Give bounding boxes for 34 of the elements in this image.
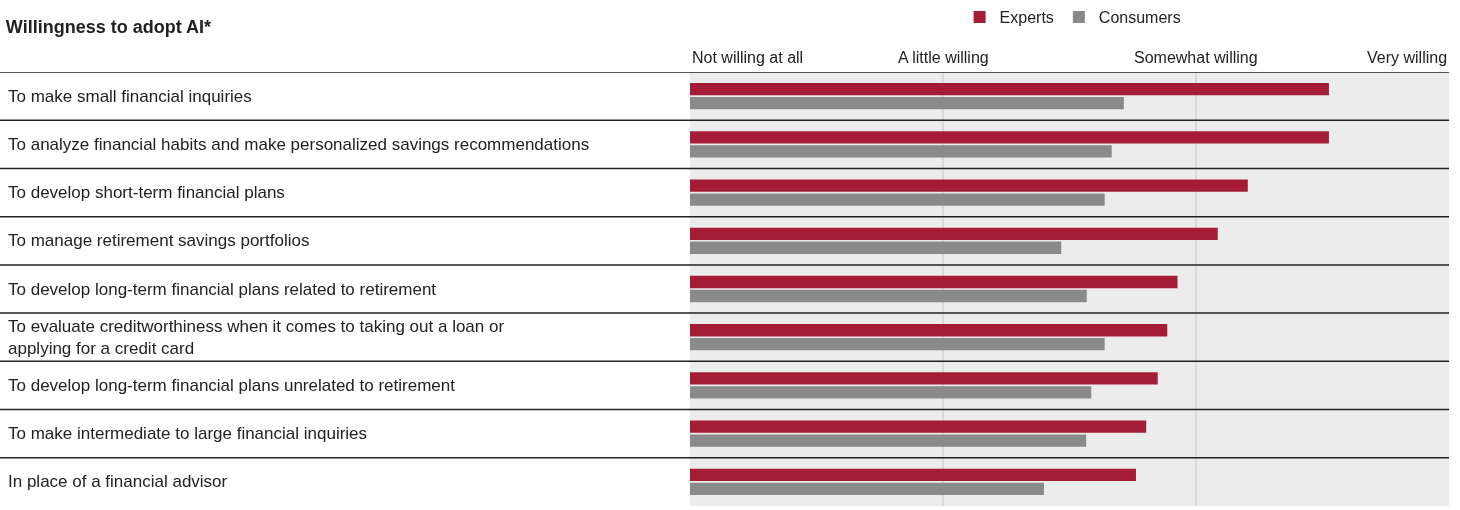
text: Willingness to adopt AI* [5,17,212,37]
text: Somewhat willing [1134,49,1258,66]
legend-label: Experts [999,9,1054,27]
bar [690,338,1105,351]
bar [690,145,1112,158]
y-tick-label: To make intermediate to large financial inquiries [8,424,368,443]
text: Not willing at all [692,49,804,66]
bar [690,131,1329,144]
y-tick-label: To evaluate creditworthiness when it comes to taking out a loan or applying for a credit card [8,317,505,359]
legend-label: Consumers [1098,9,1181,27]
bar [690,241,1062,254]
bar [690,275,1178,289]
y-tick-label: To manage retirement savings portfolios [8,231,310,250]
bar [690,468,1136,482]
bar [690,386,1092,399]
bar [690,372,1158,385]
y-tick-label: To develop long-term financial plans unrelated to retirement [8,376,456,395]
bar [690,193,1105,206]
bar [690,96,1124,110]
bar [690,420,1147,433]
bar [690,289,1087,303]
y-tick-label: To develop short-term financial plans [8,183,285,202]
text: A little willing [898,49,989,66]
y-tick-label: To develop long-term financial plans related to retirement [8,280,437,299]
y-tick-label: To make small financial inquiries [8,87,252,106]
y-tick-label: In place of a financial advisor [8,472,228,491]
bar [690,82,1329,96]
bar [690,179,1248,192]
y-tick-label: To analyze financial habits and make personalized savings recommendations [8,135,590,154]
bar [690,482,1044,496]
bar [690,434,1087,447]
bar [690,227,1218,240]
bar [690,324,1168,337]
text: Very willing [1367,49,1448,66]
